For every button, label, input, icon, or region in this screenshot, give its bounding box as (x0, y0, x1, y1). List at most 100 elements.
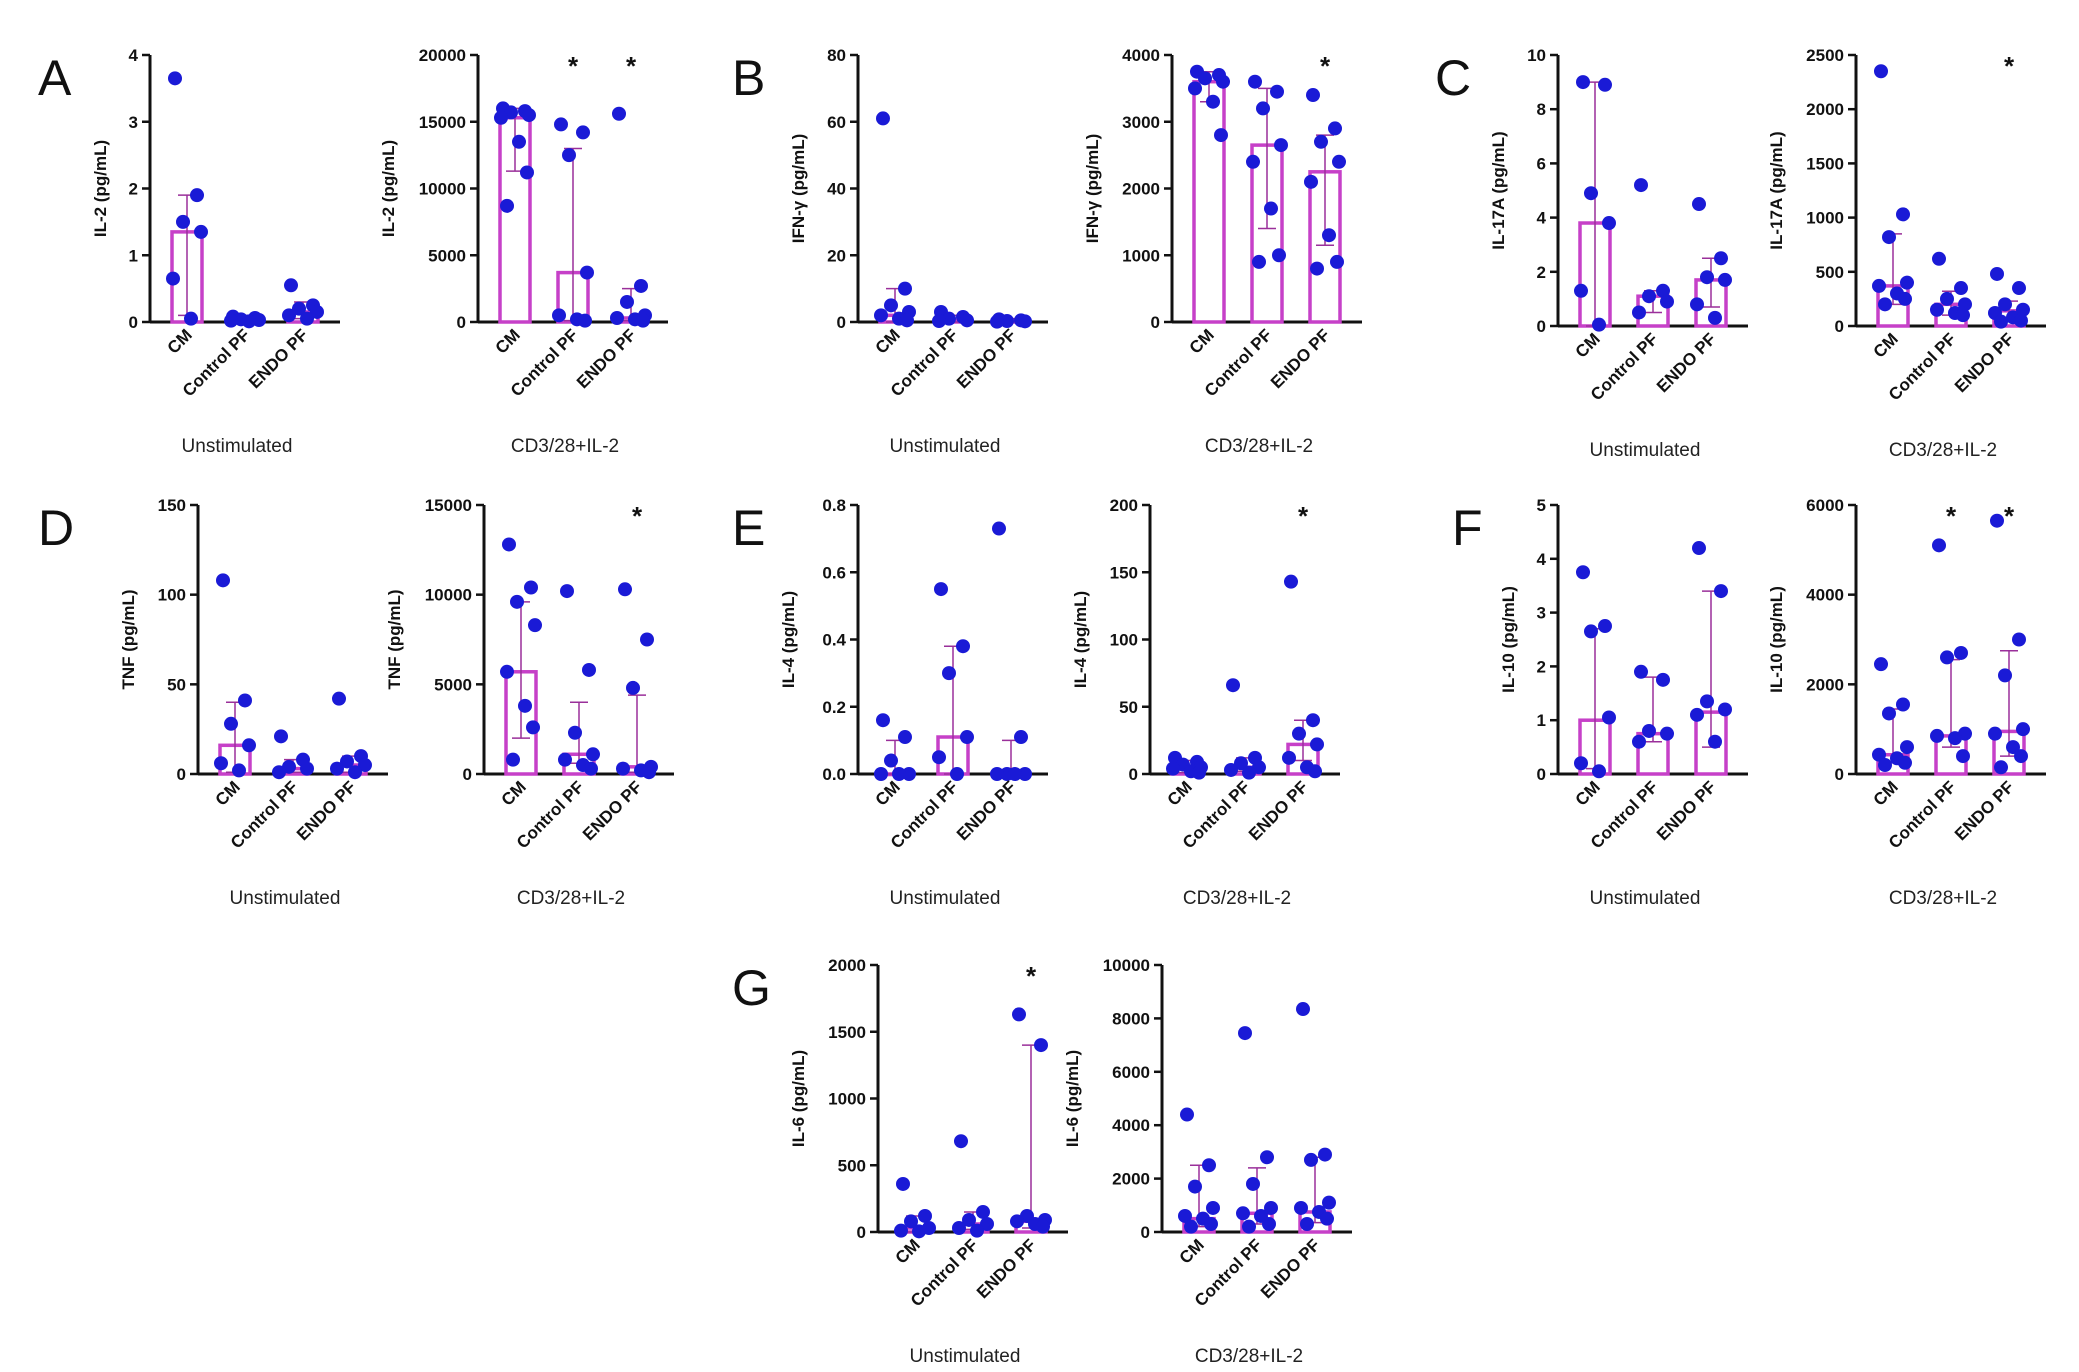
data-point (194, 224, 208, 239)
data-point (1690, 707, 1704, 722)
data-point (1878, 297, 1892, 312)
data-point (1576, 75, 1590, 90)
data-point (522, 108, 536, 123)
data-point (506, 752, 520, 767)
data-point (1252, 254, 1266, 269)
category-label: CM (872, 777, 904, 809)
data-point (2014, 749, 2028, 764)
category-label: ENDO PF (1653, 329, 1720, 396)
data-point (884, 753, 898, 768)
data-point (1714, 251, 1728, 266)
data-point (1896, 207, 1910, 222)
category-label: CM (872, 325, 904, 357)
data-point (500, 198, 514, 213)
data-point (1714, 584, 1728, 599)
y-tick-label: 0 (457, 313, 466, 332)
data-point (1576, 565, 1590, 580)
data-point (1188, 81, 1202, 96)
data-point (1872, 747, 1886, 762)
data-point (1322, 1195, 1336, 1210)
category-label: CM (1572, 777, 1604, 809)
condition-label: Unstimulated (1590, 888, 1701, 909)
y-tick-label: 0 (1835, 317, 1844, 336)
data-point (1932, 251, 1946, 266)
data-point (934, 582, 948, 597)
data-point (1932, 538, 1946, 553)
data-point (616, 761, 630, 776)
significance-star: * (568, 51, 579, 81)
data-point (990, 314, 1004, 329)
y-tick-label: 0 (1141, 1223, 1150, 1242)
data-point (1018, 767, 1032, 781)
data-point (1592, 764, 1606, 779)
data-point (1304, 1152, 1318, 1167)
y-tick-label: 60 (827, 113, 846, 132)
data-point (1896, 697, 1910, 712)
y-tick-label: 0 (1537, 317, 1546, 336)
data-point (1656, 672, 1670, 687)
category-label: CM (1870, 329, 1902, 361)
data-point (1994, 760, 2008, 775)
data-point (904, 1214, 918, 1229)
data-point (912, 1224, 926, 1239)
category-label: CM (492, 325, 524, 357)
data-point (1584, 186, 1598, 201)
data-point (310, 304, 324, 319)
panel-label: D (38, 500, 74, 556)
y-tick-label: 4 (1537, 209, 1547, 228)
data-point (1930, 302, 1944, 317)
data-point (554, 117, 568, 132)
y-tick-label: 6000 (1806, 496, 1844, 515)
data-point (1306, 713, 1320, 728)
y-tick-label: 2500 (1806, 46, 1844, 65)
y-tick-label: 2 (129, 180, 138, 199)
data-point (1718, 702, 1732, 717)
data-point (578, 313, 592, 328)
data-point (1296, 1002, 1310, 1017)
data-point (636, 313, 650, 328)
data-point (1246, 154, 1260, 169)
y-tick-label: 2000 (1122, 180, 1160, 199)
data-point (1274, 138, 1288, 153)
data-point (990, 767, 1004, 781)
y-tick-label: 3 (129, 113, 138, 132)
data-point (1226, 678, 1240, 693)
data-point (216, 573, 230, 588)
data-point (184, 311, 198, 326)
data-point (884, 298, 898, 313)
y-tick-label: 2000 (1112, 1170, 1150, 1189)
data-point (1304, 174, 1318, 189)
data-point (238, 693, 252, 708)
data-point (524, 580, 538, 595)
data-point (1956, 749, 1970, 764)
data-point (1180, 1107, 1194, 1122)
y-tick-label: 1000 (1806, 209, 1844, 228)
data-point (1206, 1200, 1220, 1215)
data-point (512, 134, 526, 149)
data-point (214, 756, 228, 771)
data-point (274, 729, 288, 744)
data-point (1692, 197, 1706, 212)
significance-star: * (2004, 51, 2015, 81)
data-point (1246, 1176, 1260, 1191)
data-point (896, 1176, 910, 1191)
data-point (1018, 314, 1032, 329)
category-label: ENDO PF (953, 325, 1020, 392)
data-point (612, 106, 626, 121)
data-point (950, 767, 964, 781)
category-label: ENDO PF (953, 777, 1020, 844)
condition-label: CD3/28+IL-2 (1889, 440, 1997, 461)
data-point (1178, 1208, 1192, 1223)
data-point (576, 125, 590, 140)
data-point (1898, 291, 1912, 306)
y-tick-label: 0.8 (822, 496, 846, 515)
panel-label: F (1452, 500, 1483, 556)
data-point (2012, 281, 2026, 296)
y-axis-label: IL-17A (pg/mL) (1489, 131, 1508, 249)
data-point (1874, 64, 1888, 79)
y-tick-label: 1 (129, 246, 138, 265)
data-point (348, 765, 362, 780)
